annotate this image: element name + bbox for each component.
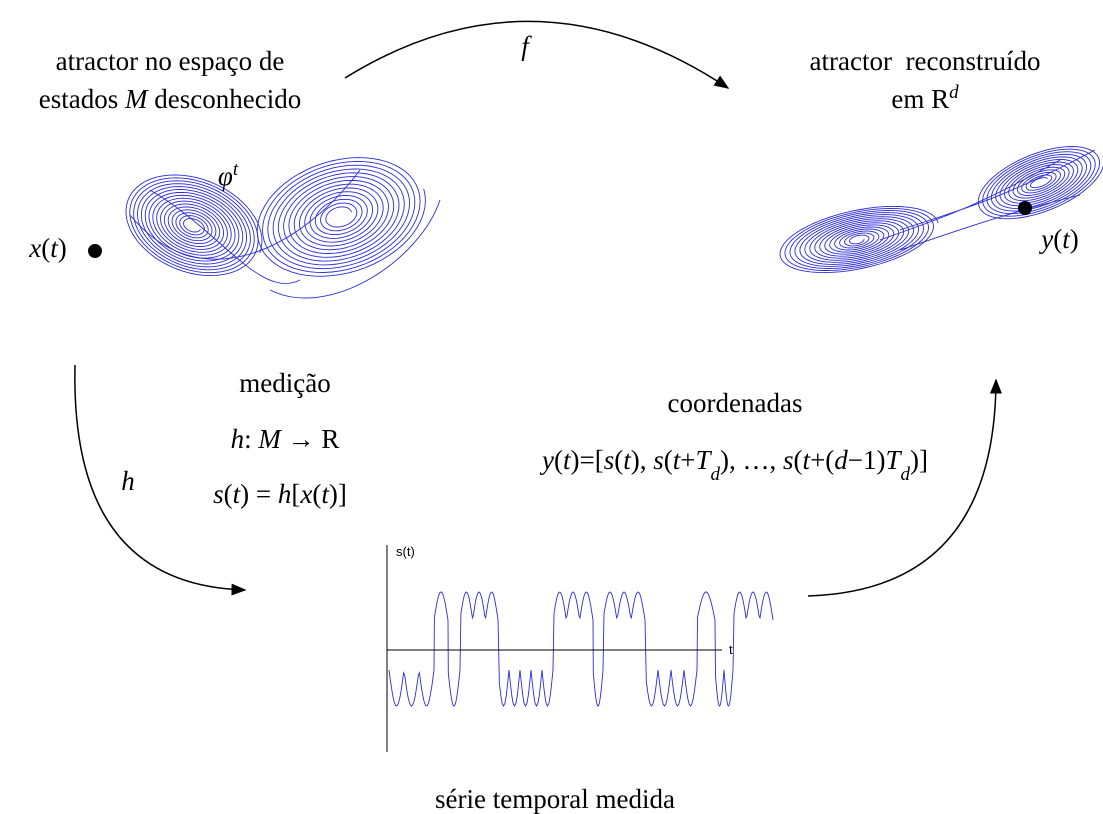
caption: atractor reconstruído <box>810 46 1041 76</box>
reconstructed-point <box>1018 201 1032 215</box>
curve <box>257 158 425 277</box>
coordinates-title: coordenadas <box>668 388 803 418</box>
series-caption: série temporal medida <box>435 784 675 814</box>
caption: em Rd <box>891 82 959 115</box>
curve <box>389 592 773 706</box>
curve <box>978 147 1103 219</box>
measurement-equation: s(t) = h[x(t)] <box>213 479 347 509</box>
attractors <box>126 147 1103 298</box>
diagram: f atractor no espaço de estados M descon… <box>0 0 1103 814</box>
curve <box>780 206 938 272</box>
x-axis-label: t <box>729 642 733 657</box>
measurement-arrow <box>75 365 245 590</box>
measurement-map: h: M → R <box>231 424 340 454</box>
coordinates-arrow <box>808 380 996 596</box>
curve <box>126 175 262 276</box>
point-label: x(t) <box>28 233 67 263</box>
y-axis-label: s(t) <box>396 544 415 559</box>
time-series-curve <box>389 592 773 706</box>
caption: estados M desconhecido <box>39 84 301 114</box>
state-point <box>88 244 102 258</box>
coordinates-equation: y(t)=[s(t), s(t+Td), …, s(t+(d−1)Td)] <box>539 445 928 485</box>
measurement-title: medição <box>239 368 330 398</box>
map-arrow <box>345 21 728 88</box>
map-label: f <box>521 31 532 61</box>
flow-label: φt <box>218 159 239 192</box>
caption: atractor no espaço de <box>56 46 285 76</box>
point-label: y(t) <box>1038 224 1079 254</box>
arrow-label: h <box>121 466 135 496</box>
